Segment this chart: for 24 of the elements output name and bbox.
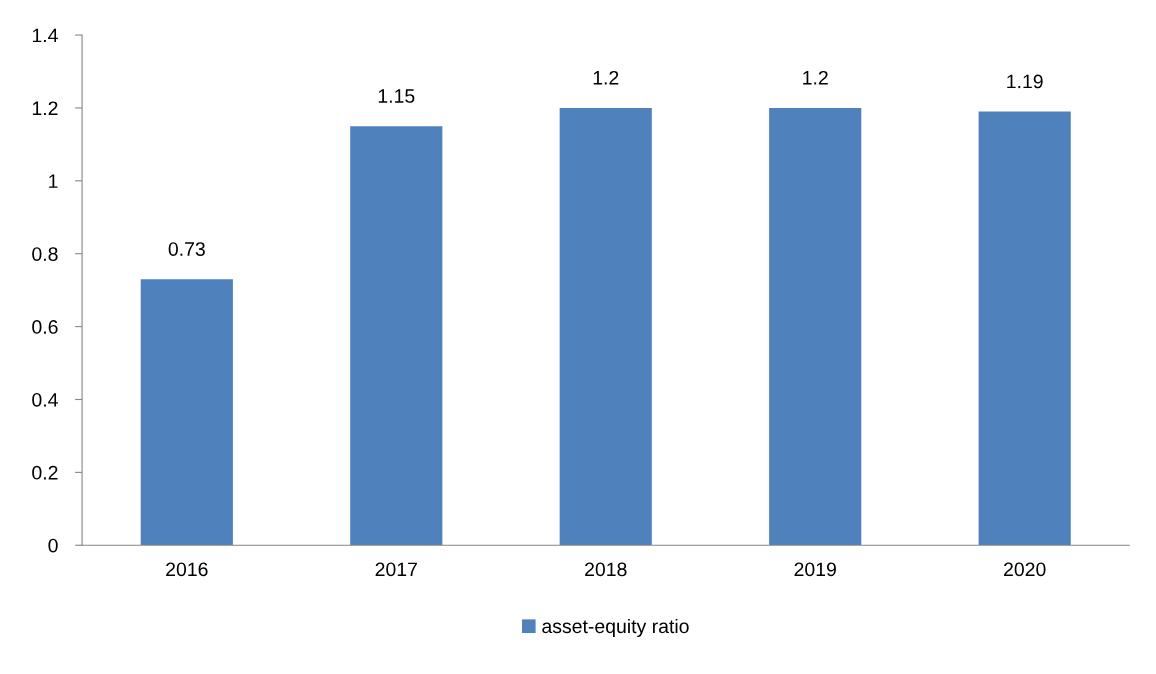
legend-label: asset-equity ratio xyxy=(542,618,689,638)
y-tick-label: 1.4 xyxy=(32,28,58,43)
y-tick-label: 0.4 xyxy=(32,392,58,407)
data-label: 1.2 xyxy=(593,70,619,85)
x-tick-label: 2020 xyxy=(1004,562,1046,577)
bar xyxy=(978,111,1071,546)
data-label: 1.19 xyxy=(1007,74,1043,89)
y-tick-label: 0.6 xyxy=(32,320,58,334)
bar xyxy=(140,279,233,546)
bar xyxy=(769,107,862,546)
y-tick-label: 0 xyxy=(48,538,58,553)
y-tick-label: 0.8 xyxy=(32,247,58,261)
x-tick-label: 2016 xyxy=(166,562,208,577)
y-tick-label: 1.2 xyxy=(32,101,58,115)
x-tick-label: 2018 xyxy=(585,562,627,577)
data-label: 0.73 xyxy=(168,242,205,256)
x-tick-label: 2017 xyxy=(375,562,417,577)
bar xyxy=(559,107,652,546)
y-tick-label: 0.2 xyxy=(32,465,58,480)
data-label: 1.15 xyxy=(378,89,415,103)
bar xyxy=(350,126,443,546)
data-label: 1.2 xyxy=(803,70,828,85)
y-tick-label: 1 xyxy=(49,174,58,188)
x-tick-label: 2019 xyxy=(794,562,836,577)
